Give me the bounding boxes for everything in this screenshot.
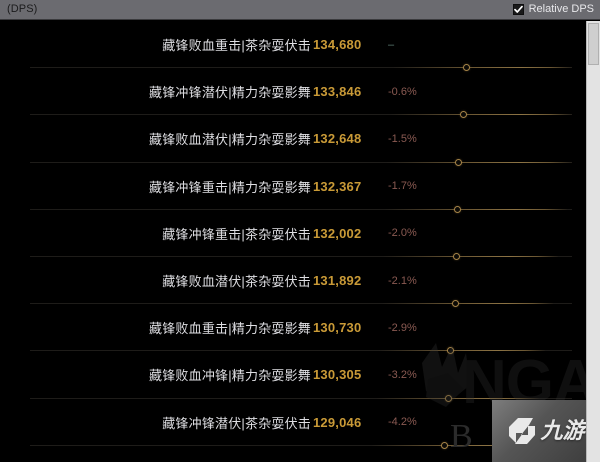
table-row[interactable]: 藏锋冲锋重击|精力杂耍影舞 132,367 -1.7% [0,163,600,213]
row-dps-bar-track[interactable] [371,444,535,446]
table-row[interactable]: 藏锋败血冲锋|精力杂耍影舞 130,305 -3.2% [0,351,600,402]
page-title: (DPS) [7,3,38,15]
row-build-name: 藏锋冲锋重击|茶杂耍伏击 [162,226,311,242]
row-dps-value: 130,730 [313,320,362,336]
row-divider [30,303,572,305]
row-dps-bar-marker[interactable] [445,394,453,402]
table-row[interactable]: 藏锋败血重击|茶杂耍伏击 134,680 – [0,21,600,72]
row-dps-bar-track[interactable] [376,397,540,399]
row-relative-pct: -3.2% [388,368,417,381]
table-row[interactable]: 藏锋败血潜伏|茶杂耍伏击 131,892 -2.1% [0,257,600,308]
checkmark-icon [513,5,523,13]
row-divider [30,161,572,163]
row-dps-bar-marker[interactable] [455,158,463,166]
row-dps-value: 129,046 [313,414,362,430]
table-row[interactable]: 藏锋冲锋潜伏|精力杂耍影舞 133,846 -0.6% [0,68,600,119]
row-dps-bar-track[interactable] [382,255,559,257]
row-build-name: 藏锋冲锋潜伏|精力杂耍影舞 [149,85,311,101]
row-dps-bar-marker[interactable] [462,64,470,72]
row-dps-value: 134,680 [313,37,362,53]
row-dps-value: 132,002 [313,225,362,241]
row-dps-value: 132,367 [313,178,362,194]
row-divider [30,67,572,69]
dps-results-list: 藏锋败血重击|茶杂耍伏击 134,680 – 藏锋冲锋潜伏|精力杂耍影舞 133,846… [0,21,600,462]
row-build-name: 藏锋败血重击|茶杂耍伏击 [162,38,311,54]
row-relative-pct: -0.6% [388,85,417,98]
row-relative-pct: -2.1% [388,274,417,287]
header-controls: Relative DPS [512,3,594,15]
row-dps-bar-marker[interactable] [454,205,462,213]
row-relative-pct: – [388,38,395,51]
row-divider [30,255,572,257]
row-build-name: 藏锋冲锋潜伏|茶杂耍伏击 [162,415,311,431]
row-dps-bar-track[interactable] [385,161,572,163]
row-content: 藏锋冲锋潜伏|精力杂耍影舞 133,846 -0.6% [0,68,600,115]
table-row[interactable]: 藏锋冲锋潜伏|茶杂耍伏击 129,046 -4.2% [0,399,600,449]
row-build-name: 藏锋败血潜伏|精力杂耍影舞 [149,132,311,148]
row-dps-bar-track[interactable] [377,350,545,352]
row-relative-pct: -2.9% [388,321,417,334]
row-content: 藏锋冲锋潜伏|茶杂耍伏击 129,046 -4.2% [0,399,600,446]
row-content: 藏锋败血冲锋|精力杂耍影舞 130,305 -3.2% [0,351,600,398]
row-divider [30,114,572,116]
vertical-scrollbar[interactable] [586,21,600,462]
row-relative-pct: -4.2% [388,416,417,429]
row-build-name: 藏锋败血重击|精力杂耍影舞 [149,321,311,337]
row-divider [30,350,572,352]
row-dps-bar-marker[interactable] [459,111,467,119]
row-dps-bar-track[interactable] [389,114,572,116]
rows-container: 藏锋败血重击|茶杂耍伏击 134,680 – 藏锋冲锋潜伏|精力杂耍影舞 133,846… [0,21,600,449]
row-content: 藏锋败血重击|精力杂耍影舞 130,730 -2.9% [0,304,600,351]
table-row[interactable]: 藏锋冲锋重击|茶杂耍伏击 132,002 -2.0% [0,210,600,260]
row-dps-bar-marker[interactable] [452,252,460,260]
row-content: 藏锋冲锋重击|茶杂耍伏击 132,002 -2.0% [0,210,600,257]
row-relative-pct: -2.0% [388,227,417,240]
table-row[interactable]: 藏锋败血重击|精力杂耍影舞 130,730 -2.9% [0,304,600,355]
row-dps-value: 133,846 [313,84,362,100]
row-build-name: 藏锋败血冲锋|精力杂耍影舞 [149,368,311,384]
row-build-name: 藏锋冲锋重击|精力杂耍影舞 [149,179,311,195]
relative-dps-label[interactable]: Relative DPS [528,3,594,15]
row-divider [30,208,572,210]
relative-dps-checkbox[interactable] [512,4,524,15]
table-row[interactable]: 藏锋败血潜伏|精力杂耍影舞 132,648 -1.5% [0,115,600,166]
row-content: 藏锋冲锋重击|精力杂耍影舞 132,367 -1.7% [0,163,600,210]
row-content: 藏锋败血潜伏|精力杂耍影舞 132,648 -1.5% [0,115,600,162]
row-relative-pct: -1.7% [388,180,417,193]
row-divider [30,444,572,446]
row-divider [30,397,572,399]
row-relative-pct: -1.5% [388,132,417,145]
row-dps-bar-marker[interactable] [440,441,448,449]
scrollbar-thumb[interactable] [588,23,599,66]
row-dps-bar-track[interactable] [382,303,554,305]
window-header: (DPS) Relative DPS [0,0,600,20]
row-dps-value: 132,648 [313,131,362,147]
row-dps-bar-marker[interactable] [451,300,459,308]
row-dps-value: 131,892 [313,273,362,289]
row-dps-bar-track[interactable] [384,208,567,210]
row-dps-value: 130,305 [313,367,362,383]
row-content: 藏锋败血重击|茶杂耍伏击 134,680 – [0,21,600,68]
row-content: 藏锋败血潜伏|茶杂耍伏击 131,892 -2.1% [0,257,600,304]
row-dps-bar-track[interactable] [393,67,572,69]
row-dps-bar-marker[interactable] [447,347,455,355]
row-build-name: 藏锋败血潜伏|茶杂耍伏击 [162,274,311,290]
